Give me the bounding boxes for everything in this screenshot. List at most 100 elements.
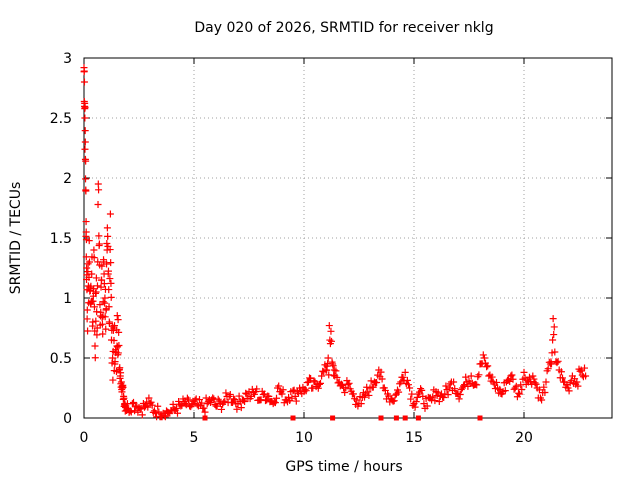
data-point — [138, 411, 146, 419]
data-point — [474, 373, 482, 381]
data-point — [107, 259, 115, 267]
data-point — [550, 323, 558, 331]
data-point — [418, 386, 426, 394]
data-point — [155, 408, 163, 416]
data-point — [90, 246, 98, 254]
data-point — [428, 396, 436, 404]
data-point — [100, 280, 108, 288]
data-point — [88, 270, 96, 278]
data-point — [314, 384, 322, 392]
data-point — [113, 312, 121, 320]
data-point — [531, 379, 539, 387]
y-tick-label: 1 — [63, 291, 72, 307]
data-point — [92, 274, 100, 282]
data-point — [81, 114, 89, 122]
data-point — [95, 186, 103, 194]
data-point — [81, 145, 89, 153]
data-point — [378, 375, 386, 383]
data-point — [518, 385, 526, 393]
data-point — [526, 373, 533, 381]
data-point — [202, 394, 210, 402]
data-point — [480, 354, 488, 362]
data-point — [99, 298, 107, 306]
data-point — [431, 397, 439, 405]
data-point — [515, 389, 522, 397]
data-point — [265, 392, 273, 400]
data-point — [462, 373, 470, 381]
data-point — [318, 372, 326, 380]
y-tick-label: 1.5 — [50, 231, 72, 247]
data-point — [310, 377, 318, 385]
data-point — [104, 232, 112, 240]
data-point — [325, 322, 333, 330]
x-tick-label: 5 — [190, 430, 199, 446]
data-point — [93, 331, 101, 339]
data-point — [544, 365, 552, 373]
data-point — [203, 400, 211, 408]
data-point — [82, 175, 90, 183]
data-point — [582, 372, 590, 380]
data-point — [332, 367, 340, 375]
data-point — [144, 403, 152, 411]
data-point — [406, 384, 414, 392]
data-point — [373, 378, 381, 386]
data-point — [301, 385, 309, 393]
data-point — [550, 331, 558, 339]
y-tick-label: 3 — [63, 51, 72, 67]
data-point — [230, 395, 238, 403]
data-point — [82, 228, 90, 236]
data-point — [350, 390, 357, 398]
data-point — [493, 378, 500, 386]
y-tick-label: 0 — [63, 411, 72, 427]
data-point — [285, 393, 293, 401]
data-point — [241, 398, 249, 406]
data-point — [317, 379, 324, 387]
data-point — [441, 390, 449, 398]
data-point — [451, 385, 459, 393]
grid-lines — [84, 58, 612, 418]
data-point — [390, 397, 398, 405]
data-point — [330, 366, 338, 374]
data-point — [83, 306, 91, 314]
data-point — [581, 364, 588, 372]
data-point — [110, 337, 118, 345]
data-point — [102, 325, 110, 333]
data-point — [172, 404, 180, 412]
axis-ticks: 0 0.5 1 1.5 2 2.5 3 0 5 10 15 20 — [50, 51, 612, 446]
data-point — [341, 389, 349, 397]
data-point — [132, 403, 140, 411]
data-point — [98, 314, 106, 322]
data-point — [97, 308, 105, 316]
data-point — [240, 396, 247, 404]
data-point — [106, 210, 114, 218]
data-point — [328, 337, 335, 345]
data-point — [218, 405, 225, 413]
data-point — [291, 392, 299, 400]
data-point — [106, 246, 114, 254]
data-point — [82, 218, 90, 226]
data-point — [364, 388, 372, 396]
data-point — [148, 401, 156, 409]
data-point — [115, 342, 123, 350]
data-point — [101, 313, 109, 321]
data-point — [89, 318, 97, 326]
data-point — [271, 399, 279, 407]
data-point — [200, 404, 208, 412]
data-point — [369, 383, 377, 391]
data-point — [82, 157, 90, 165]
data-point — [529, 372, 537, 380]
data-point — [237, 404, 245, 412]
data-point — [455, 395, 463, 403]
data-point — [95, 232, 103, 240]
data-points — [80, 64, 590, 421]
data-point — [90, 303, 98, 311]
data-point — [116, 364, 124, 372]
data-point — [83, 315, 91, 323]
data-point — [479, 351, 487, 359]
data-point — [109, 354, 117, 362]
data-point — [97, 283, 105, 291]
data-point — [542, 378, 550, 386]
zero-marker — [378, 415, 384, 421]
data-point — [98, 262, 106, 270]
data-point — [81, 138, 89, 146]
